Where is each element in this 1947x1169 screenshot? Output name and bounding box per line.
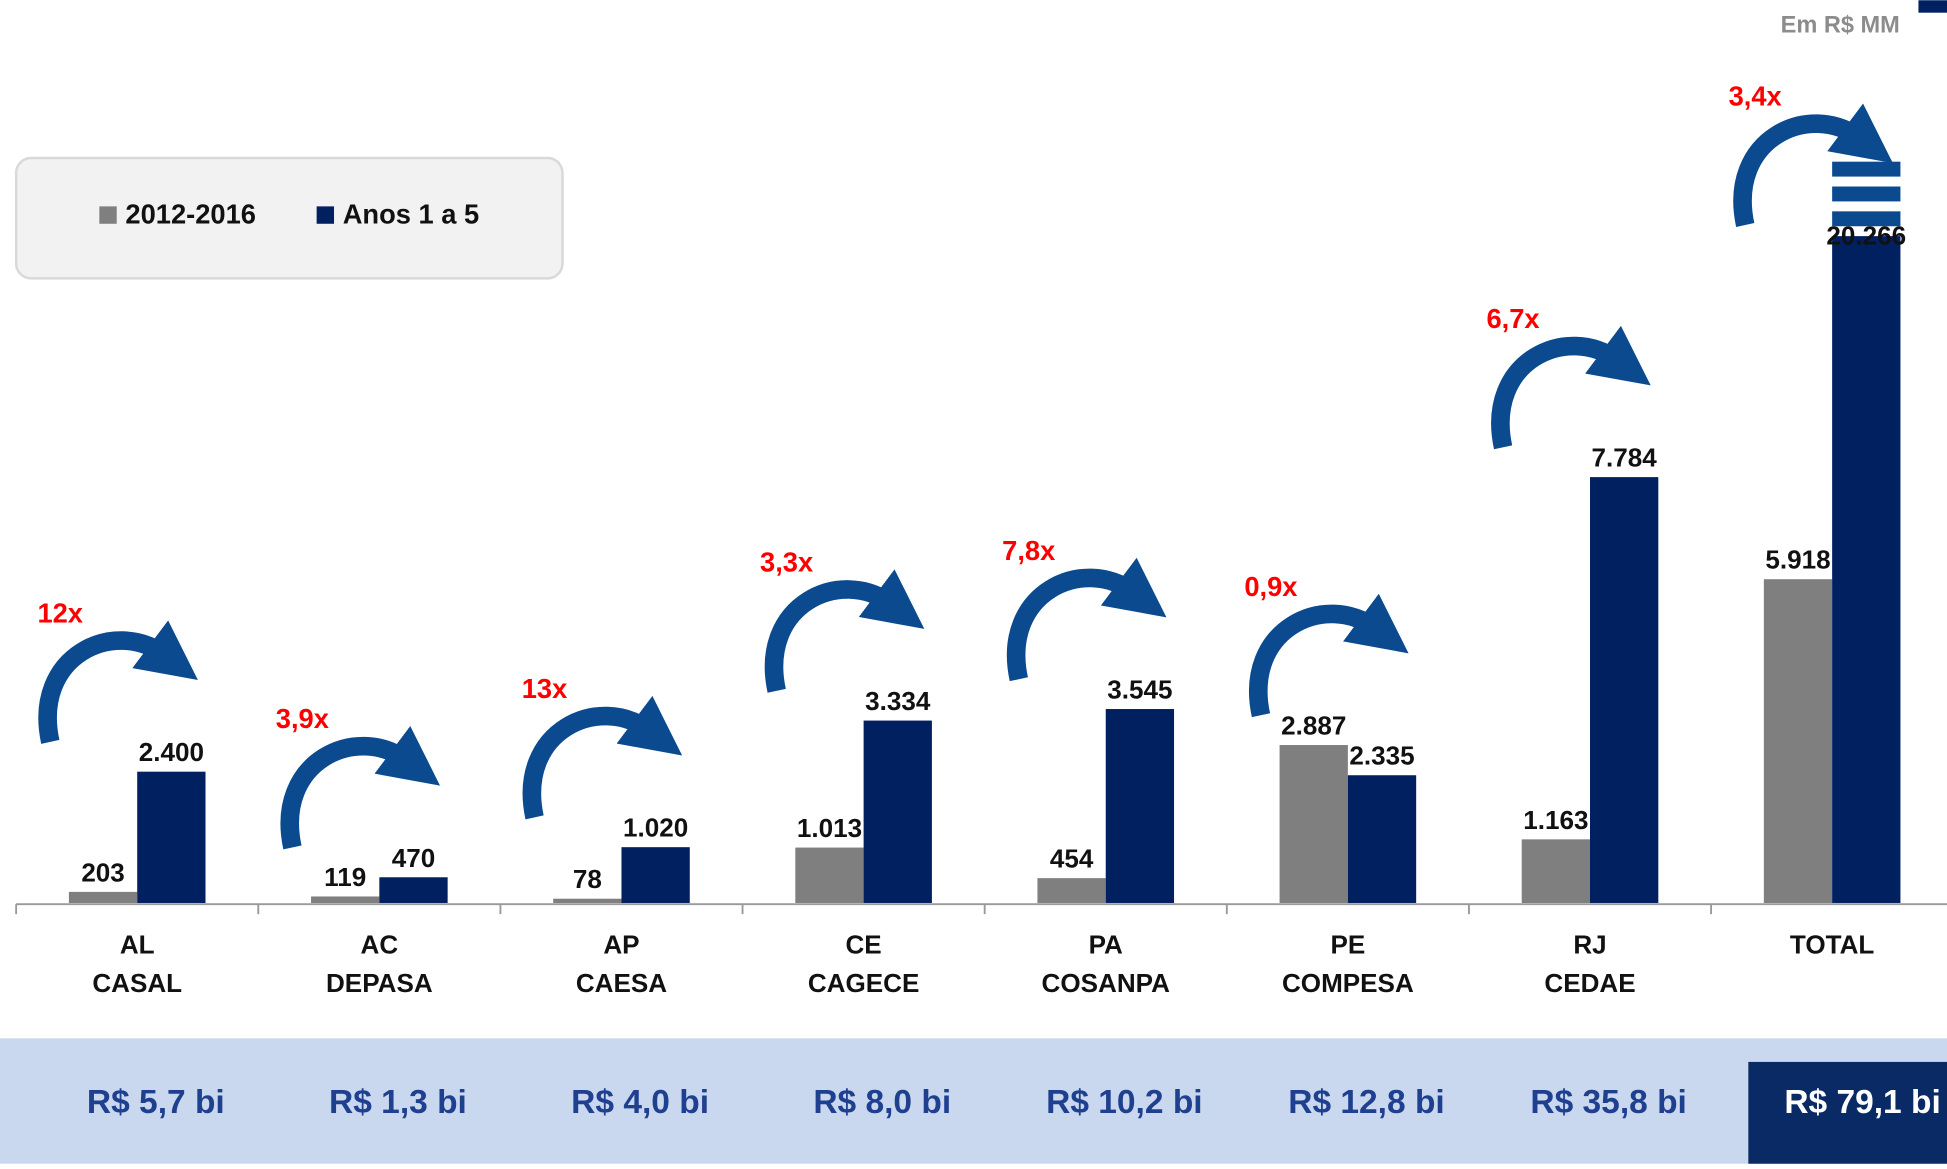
growth-arrow <box>1249 593 1409 718</box>
growth-arrow <box>522 695 683 820</box>
x-tick-label: AP <box>603 929 639 959</box>
x-tick-label: PE <box>1330 929 1365 959</box>
x-tick-label: CEDAE <box>1544 968 1635 998</box>
growth-arrow <box>280 725 441 850</box>
x-tick-label: AC <box>361 929 399 959</box>
legend-label: 2012-2016 <box>125 199 256 230</box>
bar <box>1521 839 1591 903</box>
bar <box>1832 236 1901 903</box>
x-tick-label: CASAL <box>92 968 182 998</box>
legend-swatch <box>99 206 117 224</box>
growth-arrow <box>38 620 198 744</box>
total-label: R$ 4,0 bi <box>571 1084 709 1121</box>
value-label: 203 <box>81 857 124 887</box>
value-label: 119 <box>324 862 366 892</box>
growth-multiplier: 6,7x <box>1486 303 1539 334</box>
growth-arrow <box>764 569 925 693</box>
bar <box>1590 477 1659 903</box>
growth-multiplier: 12x <box>37 597 83 628</box>
value-label: 5.918 <box>1765 545 1830 575</box>
bar <box>621 847 690 903</box>
bar-break <box>1832 186 1901 202</box>
bars <box>68 236 1901 903</box>
x-tick-label: COSANPA <box>1042 968 1171 998</box>
bar <box>311 896 380 903</box>
growth-multiplier: 3,4x <box>1729 81 1782 112</box>
value-label: 7.784 <box>1592 443 1658 473</box>
x-tick-label: AL <box>120 929 155 959</box>
totals-strip <box>0 1038 1947 1164</box>
total-label: R$ 8,0 bi <box>813 1084 951 1121</box>
total-label: R$ 10,2 bi <box>1046 1084 1202 1121</box>
x-tick-label: RJ <box>1573 929 1606 959</box>
growth-multiplier: 3,3x <box>760 546 813 577</box>
growth-multiplier: 13x <box>522 673 568 704</box>
x-tick-label: TOTAL <box>1790 929 1875 959</box>
bar <box>68 891 138 903</box>
total-label: R$ 1,3 bi <box>329 1084 467 1121</box>
bar <box>1037 878 1106 903</box>
legend-label: Anos 1 a 5 <box>343 199 480 230</box>
x-tick-label: CAGECE <box>808 968 920 998</box>
bar <box>863 720 932 903</box>
value-label: 470 <box>392 843 435 873</box>
bar <box>1763 579 1833 903</box>
total-label: R$ 35,8 bi <box>1530 1084 1686 1121</box>
value-label: 1.163 <box>1523 805 1588 835</box>
corner-mark <box>1918 0 1947 13</box>
bar <box>1279 745 1348 903</box>
bar <box>1347 775 1417 903</box>
value-label: 1.013 <box>797 813 862 843</box>
total-label: R$ 5,7 bi <box>87 1084 225 1121</box>
total-box <box>1748 1061 1947 1164</box>
bar-break <box>1832 211 1901 227</box>
value-label: 2.887 <box>1281 711 1346 741</box>
legend-box <box>14 156 564 280</box>
unit-note: Em R$ MM <box>1781 12 1900 38</box>
bar-break <box>1832 161 1901 177</box>
legend-swatch <box>316 206 335 224</box>
value-label: 1.020 <box>623 813 688 843</box>
plot: 2012-2016 Anos 1 a 5 AL CASAL 203 2.400 12x R$ … <box>15 81 1941 1121</box>
bar <box>553 898 622 903</box>
value-label: 78 <box>573 864 602 894</box>
bar <box>379 877 448 903</box>
value-label: 454 <box>1050 844 1094 874</box>
x-tick-label: CAESA <box>576 968 667 998</box>
growth-arrow <box>1491 325 1651 450</box>
bar <box>795 847 864 903</box>
value-label: 2.400 <box>139 737 204 767</box>
x-tick-label: DEPASA <box>326 968 433 998</box>
total-label: R$ 12,8 bi <box>1288 1084 1444 1121</box>
growth-multiplier: 0,9x <box>1244 571 1297 602</box>
value-label: 3.545 <box>1107 675 1172 705</box>
growth-arrow <box>1733 103 1893 227</box>
bar <box>1105 709 1175 903</box>
value-label: 2.335 <box>1349 741 1414 771</box>
growth-multiplier: 3,9x <box>276 703 329 734</box>
x-tick-label: COMPESA <box>1282 968 1414 998</box>
bar <box>137 771 206 903</box>
total-label: R$ 79,1 bi <box>1784 1084 1940 1121</box>
growth-multiplier: 7,8x <box>1002 535 1055 566</box>
value-label: 3.334 <box>865 686 931 716</box>
x-tick-label: CE <box>845 929 881 959</box>
x-tick-label: PA <box>1089 929 1123 959</box>
growth-arrow <box>1007 557 1167 682</box>
